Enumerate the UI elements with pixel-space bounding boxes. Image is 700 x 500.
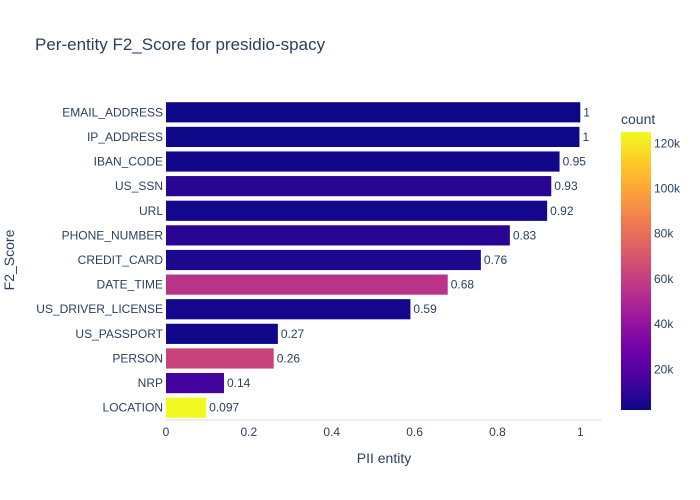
bar-value-label: 0.26 bbox=[277, 351, 301, 365]
bar-url bbox=[166, 200, 548, 221]
bar-value-labels: 1 1 0.95 0.93 0.92 0.83 0.76 0.68 0.59 0.27 0.26 0.… bbox=[209, 105, 590, 414]
colorbar-tick-labels: 20k 40k 60k 80k 100k 120k bbox=[654, 136, 681, 376]
bar-location bbox=[166, 397, 207, 418]
colorbar-tick-label: 100k bbox=[654, 182, 681, 196]
y-tick-label: US_SSN bbox=[115, 179, 163, 193]
y-tick-label: PERSON bbox=[112, 351, 163, 365]
x-tick-label: 0.2 bbox=[241, 425, 258, 439]
bar-email-address bbox=[166, 102, 581, 123]
bar-value-label: 0.097 bbox=[209, 401, 239, 415]
y-tick-labels: EMAIL_ADDRESS IP_ADDRESS IBAN_CODE US_SSN UR… bbox=[36, 105, 163, 414]
bar-value-label: 0.92 bbox=[550, 204, 574, 218]
bar-value-label: 0.76 bbox=[484, 253, 508, 267]
y-tick-label: CREDIT_CARD bbox=[78, 253, 164, 267]
x-tick-label: 0.8 bbox=[489, 425, 506, 439]
bar-nrp bbox=[166, 372, 224, 394]
x-axis-title: PII entity bbox=[357, 450, 411, 466]
x-tick-label: 1 bbox=[577, 425, 584, 439]
colorbar-tick-label: 80k bbox=[654, 227, 674, 241]
colorbar-tick-label: 120k bbox=[654, 136, 681, 150]
bar-iban-code bbox=[166, 151, 560, 172]
y-tick-label: NRP bbox=[138, 376, 163, 390]
colorbar-title: count bbox=[621, 111, 655, 127]
bar-value-label: 0.95 bbox=[563, 155, 587, 169]
x-tick-label: 0 bbox=[163, 425, 170, 439]
bars-group bbox=[166, 102, 581, 418]
bar-value-label: 1 bbox=[582, 130, 589, 144]
y-tick-label: URL bbox=[139, 204, 163, 218]
bar-value-label: 0.83 bbox=[513, 228, 537, 242]
bar-ip-address bbox=[166, 126, 580, 148]
y-tick-label: IBAN_CODE bbox=[94, 155, 163, 169]
y-tick-label: IP_ADDRESS bbox=[87, 130, 163, 144]
x-tick-labels: 0 0.2 0.4 0.6 0.8 1 bbox=[163, 425, 584, 439]
bar-us-passport bbox=[166, 323, 278, 344]
y-axis-title: F2_Score bbox=[1, 229, 17, 290]
bar-us-driver-license bbox=[166, 299, 411, 320]
y-tick-label: US_DRIVER_LICENSE bbox=[36, 302, 163, 316]
bar-phone-number bbox=[166, 225, 510, 246]
colorbar-tick-label: 40k bbox=[654, 317, 674, 331]
colorbar bbox=[621, 132, 651, 410]
y-tick-label: US_PASSPORT bbox=[75, 327, 163, 341]
colorbar-tick-label: 60k bbox=[654, 272, 674, 286]
y-tick-label: DATE_TIME bbox=[97, 278, 163, 292]
x-tick-label: 0.6 bbox=[406, 425, 423, 439]
chart-title: Per-entity F2_Score for presidio-spacy bbox=[35, 35, 326, 54]
colorbar-tick-label: 20k bbox=[654, 362, 674, 376]
bar-us-ssn bbox=[166, 176, 552, 197]
bar-date-time bbox=[166, 274, 448, 295]
bar-value-label: 0.14 bbox=[227, 376, 251, 390]
y-tick-label: EMAIL_ADDRESS bbox=[62, 105, 163, 119]
y-tick-label: PHONE_NUMBER bbox=[62, 228, 164, 242]
bar-value-label: 0.59 bbox=[413, 302, 437, 316]
y-tick-label: LOCATION bbox=[103, 401, 163, 415]
bar-credit-card bbox=[166, 249, 481, 271]
bar-person bbox=[166, 348, 274, 369]
bar-value-label: 1 bbox=[583, 105, 590, 119]
x-tick-label: 0.4 bbox=[323, 425, 340, 439]
bar-value-label: 0.27 bbox=[281, 327, 305, 341]
bar-value-label: 0.93 bbox=[554, 179, 578, 193]
bar-value-label: 0.68 bbox=[451, 278, 475, 292]
